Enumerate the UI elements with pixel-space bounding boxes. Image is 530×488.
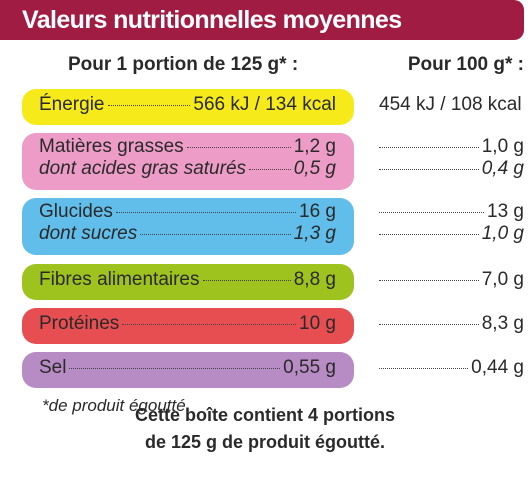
energie-per100-value: 454 kJ / 108 kcal xyxy=(379,94,522,115)
sel-per100-row: 0,44 g xyxy=(376,357,524,379)
sel-label: Sel xyxy=(39,357,67,378)
glucides-per100-value: 13 g xyxy=(487,201,524,222)
leader-dots xyxy=(249,169,291,170)
leader-dots xyxy=(115,212,297,213)
sel-row: Sel 0,55 g xyxy=(39,357,336,379)
fibres-label: Fibres alimentaires xyxy=(39,269,200,290)
leader-dots xyxy=(379,368,469,369)
fibres-portion-value: 8,8 g xyxy=(293,269,336,290)
satures-portion-value: 0,5 g xyxy=(293,158,336,179)
satures-row: dont acides gras saturés 0,5 g xyxy=(39,158,336,180)
proteines-pill: Protéines 10 g xyxy=(22,308,354,344)
fibres-per100: 7,0 g xyxy=(376,269,524,291)
fibres-pill: Fibres alimentaires 8,8 g xyxy=(22,264,354,300)
leader-dots xyxy=(140,234,291,235)
sucres-portion-value: 1,3 g xyxy=(293,223,336,244)
fibres-row: Fibres alimentaires 8,8 g xyxy=(39,269,336,291)
sucres-per100-value: 1,0 g xyxy=(481,223,524,244)
glucides-per100: 13 g 1,0 g xyxy=(376,201,524,245)
glucides-pill: Glucides 16 g dont sucres 1,3 g xyxy=(22,198,354,255)
satures-per100-row: 0,4 g xyxy=(376,158,524,180)
proteines-per100-row: 8,3 g xyxy=(376,313,524,335)
proteines-per100-value: 8,3 g xyxy=(481,313,524,334)
proteines-label: Protéines xyxy=(39,313,120,334)
energie-row: Énergie 566 kJ / 134 kcal xyxy=(39,94,336,116)
satures-per100-value: 0,4 g xyxy=(481,158,524,179)
sel-pill: Sel 0,55 g xyxy=(22,352,354,388)
matieres-per100-value: 1,0 g xyxy=(481,136,524,157)
fibres-per100-row: 7,0 g xyxy=(376,269,524,291)
sucres-per100-row: 1,0 g xyxy=(376,223,524,245)
leader-dots xyxy=(107,105,191,106)
leader-dots xyxy=(379,324,479,325)
leader-dots xyxy=(122,324,297,325)
matieres-portion-value: 1,2 g xyxy=(293,136,336,157)
portion-info-line2: de 125 g de produit égoutté. xyxy=(144,432,386,452)
leader-dots xyxy=(379,212,485,213)
glucides-label: Glucides xyxy=(39,201,113,222)
sucres-row: dont sucres 1,3 g xyxy=(39,223,336,245)
satures-label: dont acides gras saturés xyxy=(39,158,247,179)
leader-dots xyxy=(186,147,291,148)
portion-info-line1: Cette boîte contient 4 portions xyxy=(134,405,395,425)
page-title: Valeurs nutritionnelles moyennes xyxy=(22,6,402,34)
matieres-per100: 1,0 g 0,4 g xyxy=(376,136,524,180)
title-bar: Valeurs nutritionnelles moyennes xyxy=(0,0,524,40)
proteines-per100: 8,3 g xyxy=(376,313,524,335)
portion-info: Cette boîte contient 4 portions de 125 g… xyxy=(0,402,530,456)
leader-dots xyxy=(379,280,479,281)
leader-dots xyxy=(69,368,281,369)
sel-per100: 0,44 g xyxy=(376,357,524,379)
header-per-portion: Pour 1 portion de 125 g* : xyxy=(68,54,299,75)
matieres-per100-row: 1,0 g xyxy=(376,136,524,158)
proteines-row: Protéines 10 g xyxy=(39,313,336,335)
fibres-per100-value: 7,0 g xyxy=(481,269,524,290)
matieres-row: Matières grasses 1,2 g xyxy=(39,136,336,158)
sel-portion-value: 0,55 g xyxy=(283,357,336,378)
header-per-100g: Pour 100 g* : xyxy=(407,54,524,75)
energie-portion-value: 566 kJ / 134 kcal xyxy=(193,94,336,115)
matieres-label: Matières grasses xyxy=(39,136,184,157)
energie-label: Énergie xyxy=(39,94,105,115)
matieres-pill: Matières grasses 1,2 g dont acides gras … xyxy=(22,133,354,190)
glucides-row: Glucides 16 g xyxy=(39,201,336,223)
sucres-label: dont sucres xyxy=(39,223,138,244)
energie-pill: Énergie 566 kJ / 134 kcal xyxy=(22,89,354,125)
leader-dots xyxy=(379,147,479,148)
footnote: *de produit égoutté. xyxy=(42,396,191,415)
leader-dots xyxy=(202,280,291,281)
proteines-portion-value: 10 g xyxy=(299,313,336,334)
sel-per100-value: 0,44 g xyxy=(471,357,524,378)
leader-dots xyxy=(379,234,479,235)
glucides-portion-value: 16 g xyxy=(299,201,336,222)
glucides-per100-row: 13 g xyxy=(376,201,524,223)
leader-dots xyxy=(379,169,479,170)
